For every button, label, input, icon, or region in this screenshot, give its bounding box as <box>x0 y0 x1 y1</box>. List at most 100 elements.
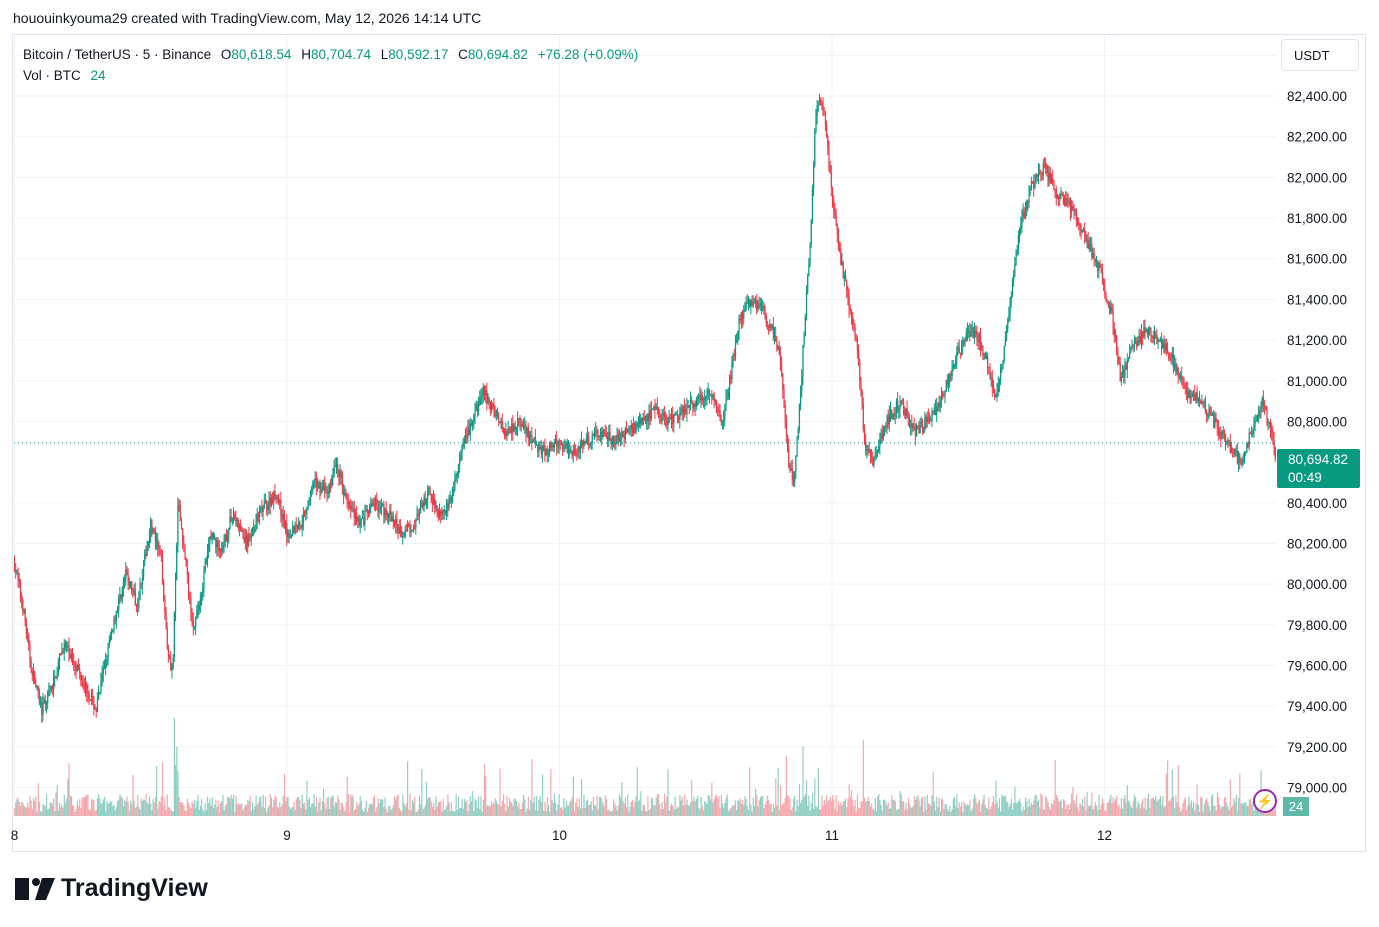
candle-body <box>212 533 215 540</box>
volume-bar <box>833 799 835 816</box>
candle-body <box>177 504 179 545</box>
volume-bar <box>124 799 126 816</box>
volume-bar <box>298 796 300 816</box>
candle-body <box>51 686 54 689</box>
candle-body <box>609 431 611 440</box>
candle-body <box>411 530 413 532</box>
volume-bar <box>70 796 73 816</box>
candle-body <box>138 600 140 608</box>
volume-bar <box>182 801 184 816</box>
candle-body <box>732 355 734 362</box>
candle-body <box>163 581 165 599</box>
volume-legend-label[interactable]: Vol · BTC <box>23 68 81 83</box>
candle-body <box>1060 194 1062 196</box>
volume-bar <box>170 810 172 816</box>
volume-bar <box>1137 801 1139 816</box>
candle-body <box>327 491 329 494</box>
candle-body <box>788 447 790 466</box>
candle-body <box>134 590 136 605</box>
candle-body <box>398 526 400 534</box>
candle-body <box>900 400 902 404</box>
volume-bar <box>1071 793 1073 816</box>
volume-bar <box>434 809 436 816</box>
candle-body <box>682 405 685 413</box>
candle-body <box>103 667 106 669</box>
candle-body <box>1103 278 1105 287</box>
candle-body <box>684 405 686 410</box>
volume-bar <box>399 810 402 816</box>
candle-body <box>1155 334 1157 336</box>
candle-body <box>623 434 625 440</box>
volume-bar <box>776 805 778 816</box>
volume-bar <box>390 809 392 816</box>
volume-bar <box>85 796 87 816</box>
candle-body <box>30 660 32 672</box>
candle-body <box>371 502 373 504</box>
candle-body <box>592 434 595 437</box>
candle-body <box>1249 432 1252 434</box>
volume-bar <box>523 794 525 816</box>
volume-bar <box>621 782 623 816</box>
candle-body <box>351 508 353 510</box>
candle-body <box>424 497 426 505</box>
candle-body <box>1258 410 1260 416</box>
symbol-title[interactable]: Bitcoin / TetherUS · 5 · Binance <box>23 47 212 62</box>
candle-body <box>1013 275 1015 280</box>
candle-body <box>392 516 395 523</box>
volume-bar <box>1007 802 1009 816</box>
candle-body <box>657 409 660 416</box>
candle-body <box>884 425 886 429</box>
volume-bar <box>1202 811 1204 816</box>
currency-button[interactable]: USDT <box>1281 39 1359 71</box>
candle-body <box>365 509 367 512</box>
volume-bar <box>688 805 690 816</box>
candle-body <box>1206 412 1208 416</box>
candle-body <box>1174 363 1176 368</box>
volume-bar <box>1145 809 1147 816</box>
candle-body <box>324 485 326 491</box>
candle-body <box>929 418 931 422</box>
candle-body <box>1052 178 1054 181</box>
volume-bar <box>675 808 677 816</box>
y-tick-label: 82,200.00 <box>1287 130 1347 145</box>
x-tick-label: 8 <box>11 828 19 843</box>
volume-bar <box>1200 796 1202 816</box>
volume-bar <box>937 807 939 816</box>
volume-bar <box>526 808 528 816</box>
candle-body <box>453 488 455 493</box>
volume-bar <box>1138 804 1140 816</box>
candle-body <box>1001 367 1003 369</box>
lightning-icon[interactable]: ⚡ <box>1253 789 1277 813</box>
candle-body <box>377 502 379 512</box>
low-label: L <box>380 47 389 62</box>
volume-bar <box>192 804 194 816</box>
candle-body <box>771 325 773 328</box>
volume-bar <box>752 797 754 816</box>
volume-bar <box>678 807 680 816</box>
candle-body <box>472 421 474 427</box>
candle-body <box>724 410 726 420</box>
volume-bar <box>92 799 94 816</box>
y-tick-label: 81,600.00 <box>1287 252 1347 267</box>
candle-body <box>280 500 282 516</box>
candle-body <box>1091 244 1093 258</box>
volume-bar <box>592 796 595 816</box>
candle-body <box>1114 335 1117 337</box>
candle-body <box>891 409 893 419</box>
candle-body <box>976 334 978 342</box>
volume-bar <box>897 809 899 816</box>
volume-bar <box>478 796 480 816</box>
chart-pane[interactable] <box>12 34 1366 852</box>
volume-bar <box>725 797 727 816</box>
volume-bar <box>710 799 712 816</box>
candle-body <box>726 397 728 399</box>
volume-bar <box>161 762 164 816</box>
volume-bar <box>848 784 850 816</box>
volume-bar <box>346 776 348 816</box>
candle-body <box>221 548 223 552</box>
volume-bar <box>577 806 579 816</box>
volume-bar <box>715 794 718 816</box>
volume-bar <box>1069 803 1072 816</box>
candle-body <box>320 489 322 493</box>
